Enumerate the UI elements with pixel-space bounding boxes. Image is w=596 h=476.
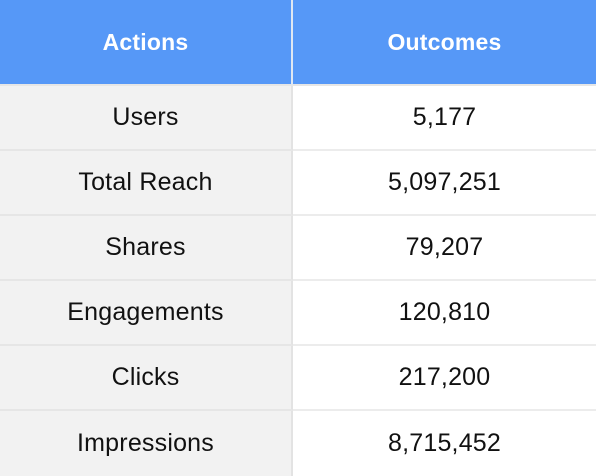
row-users-action: Users [0,86,293,151]
row-total-reach-action: Total Reach [0,151,293,216]
row-impressions-outcome: 8,715,452 [293,411,596,476]
row-users-outcome: 5,177 [293,86,596,151]
row-shares-outcome: 79,207 [293,216,596,281]
row-shares-action: Shares [0,216,293,281]
row-clicks-action: Clicks [0,346,293,411]
column-header-actions: Actions [0,0,293,86]
row-engagements-outcome: 120,810 [293,281,596,346]
row-engagements-action: Engagements [0,281,293,346]
row-impressions-action: Impressions [0,411,293,476]
row-total-reach-outcome: 5,097,251 [293,151,596,216]
row-clicks-outcome: 217,200 [293,346,596,411]
column-header-outcomes: Outcomes [293,0,596,86]
